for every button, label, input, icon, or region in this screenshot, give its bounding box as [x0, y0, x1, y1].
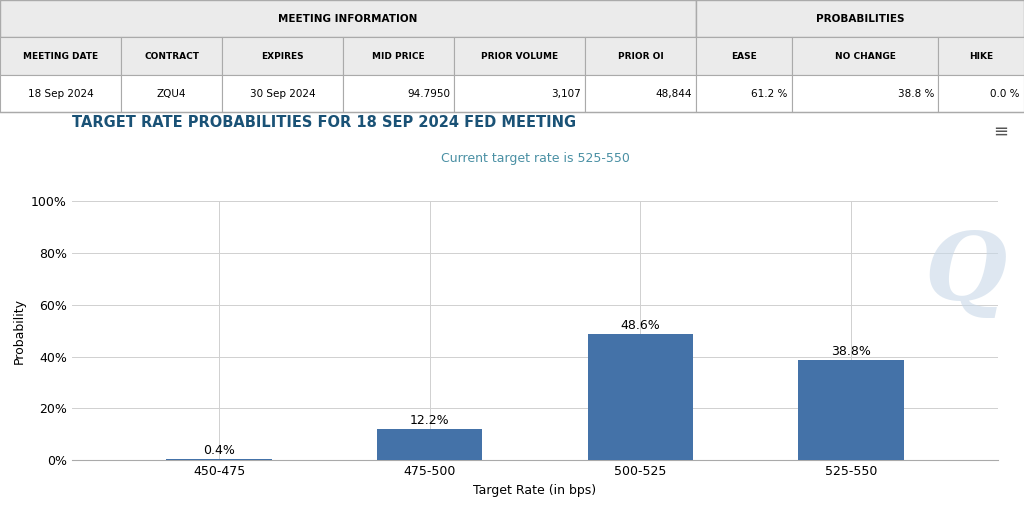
Bar	[343, 38, 454, 75]
Text: MID PRICE: MID PRICE	[372, 52, 425, 61]
Y-axis label: Probability: Probability	[12, 298, 26, 364]
Text: MEETING DATE: MEETING DATE	[23, 52, 98, 61]
Text: 94.7950: 94.7950	[407, 89, 450, 99]
Text: CONTRACT: CONTRACT	[144, 52, 199, 61]
Text: Q: Q	[925, 229, 1008, 319]
Text: 3,107: 3,107	[551, 89, 581, 99]
Bar	[454, 38, 585, 75]
Bar	[454, 75, 585, 112]
Text: 12.2%: 12.2%	[410, 414, 450, 427]
Text: PROBABILITIES: PROBABILITIES	[816, 14, 904, 24]
Text: 48,844: 48,844	[655, 89, 692, 99]
Bar	[0, 0, 696, 38]
Bar	[0, 38, 121, 75]
Text: 30 Sep 2024: 30 Sep 2024	[250, 89, 315, 99]
Text: 38.8 %: 38.8 %	[898, 89, 934, 99]
Bar	[696, 0, 1024, 38]
Text: 0.0 %: 0.0 %	[990, 89, 1020, 99]
Bar	[799, 360, 903, 460]
Bar	[585, 38, 696, 75]
Text: ZQU4: ZQU4	[157, 89, 186, 99]
Bar	[377, 429, 482, 460]
Bar	[121, 75, 222, 112]
Bar	[696, 75, 792, 112]
Bar	[222, 75, 343, 112]
Text: NO CHANGE: NO CHANGE	[835, 52, 896, 61]
Bar	[343, 75, 454, 112]
Text: EASE: EASE	[731, 52, 757, 61]
Bar	[0, 75, 121, 112]
Text: 48.6%: 48.6%	[621, 320, 660, 332]
Text: 0.4%: 0.4%	[203, 444, 236, 457]
X-axis label: Target Rate (in bps): Target Rate (in bps)	[473, 484, 597, 497]
Text: 18 Sep 2024: 18 Sep 2024	[28, 89, 93, 99]
Text: PRIOR OI: PRIOR OI	[617, 52, 664, 61]
Bar	[938, 38, 1024, 75]
Bar	[167, 459, 271, 460]
Text: MEETING INFORMATION: MEETING INFORMATION	[279, 14, 418, 24]
Text: ≡: ≡	[993, 123, 1009, 141]
Text: TARGET RATE PROBABILITIES FOR 18 SEP 2024 FED MEETING: TARGET RATE PROBABILITIES FOR 18 SEP 202…	[72, 115, 575, 130]
Text: EXPIRES: EXPIRES	[261, 52, 304, 61]
Text: Current target rate is 525-550: Current target rate is 525-550	[440, 152, 630, 165]
Text: HIKE: HIKE	[969, 52, 993, 61]
Bar	[792, 38, 938, 75]
Text: PRIOR VOLUME: PRIOR VOLUME	[481, 52, 558, 61]
Bar	[792, 75, 938, 112]
Bar	[696, 38, 792, 75]
Bar	[222, 38, 343, 75]
Text: 61.2 %: 61.2 %	[752, 89, 787, 99]
Bar	[588, 334, 693, 460]
Bar	[585, 75, 696, 112]
Text: 38.8%: 38.8%	[831, 345, 870, 358]
Bar	[121, 38, 222, 75]
Bar	[938, 75, 1024, 112]
